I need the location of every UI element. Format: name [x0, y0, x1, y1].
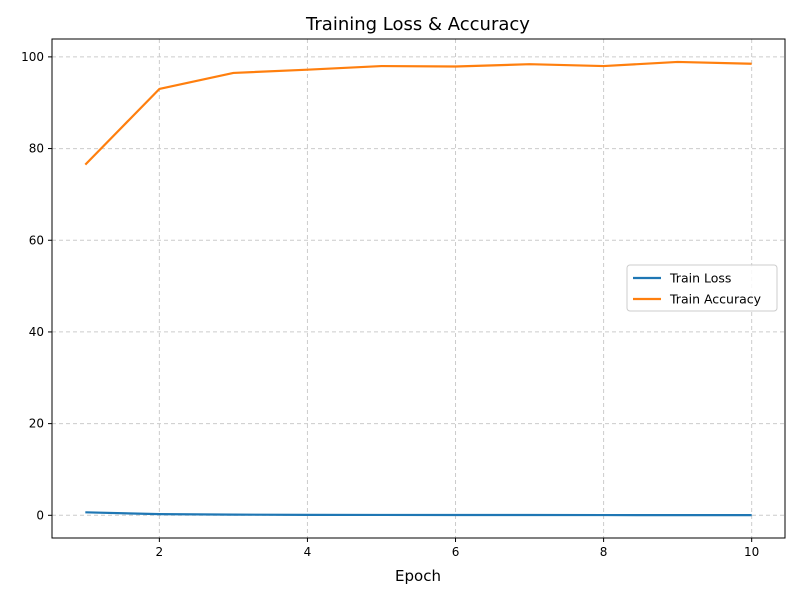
legend-label: Train Loss	[669, 271, 731, 286]
y-tick-label: 40	[29, 325, 44, 339]
series-lines	[84, 60, 752, 517]
x-tick-label: 4	[304, 545, 312, 559]
x-tick-label: 8	[600, 545, 608, 559]
y-tick-label: 20	[29, 417, 44, 431]
chart-title: Training Loss & Accuracy	[305, 14, 530, 35]
x-tick-label: 2	[156, 545, 164, 559]
y-tick-label: 60	[29, 233, 44, 247]
legend-label: Train Accuracy	[669, 292, 762, 307]
y-axis: 0 20 40 60 80 100	[21, 50, 52, 522]
legend-box	[626, 264, 778, 312]
legend: Train Loss Train Accuracy	[626, 264, 778, 312]
x-axis-title: Epoch	[395, 567, 441, 585]
series-line-train-loss	[85, 511, 752, 517]
plot-frame	[51, 38, 786, 539]
x-tick-label: 6	[452, 545, 460, 559]
x-tick-label: 10	[744, 545, 759, 559]
x-axis: 2 4 6 8 10	[156, 538, 759, 559]
y-tick-label: 0	[36, 508, 44, 522]
y-tick-label: 100	[21, 50, 44, 64]
y-tick-label: 80	[29, 142, 44, 156]
series-line-train-accuracy	[84, 60, 752, 166]
